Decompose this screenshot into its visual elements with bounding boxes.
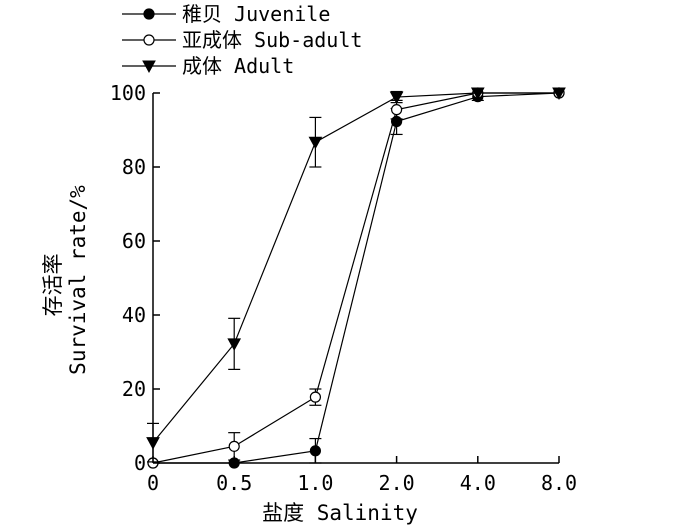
series-line: [153, 92, 560, 464]
series-line: [152, 92, 559, 464]
x-tick-label: 2.0: [379, 471, 415, 495]
data-point: [227, 338, 242, 351]
legend-item: 稚贝 Juvenile: [122, 2, 330, 26]
x-tick-label: 8.0: [541, 471, 577, 495]
data-point: [391, 104, 403, 116]
y-axis-title-cn: 存活率: [41, 254, 65, 317]
data-point: [309, 445, 321, 457]
data-point: [552, 87, 566, 101]
series-layer: [146, 87, 566, 469]
legend-item: 成体 Adult: [122, 54, 294, 78]
legend-marker: [143, 34, 155, 46]
legend-label: 亚成体 Sub-adult: [182, 28, 362, 52]
legend-label: 稚贝 Juvenile: [182, 2, 330, 26]
x-tick-label: 0.5: [216, 471, 252, 495]
series-3: [146, 87, 566, 463]
data-point: [389, 91, 404, 105]
legend-label: 成体 Adult: [182, 54, 294, 78]
y-tick-label: 0: [134, 451, 146, 475]
x-axis-ticks: 0 0.5 1.0 2.0 4.0 8.0: [147, 456, 577, 495]
y-tick-label: 40: [122, 303, 146, 327]
legend-item: 亚成体 Sub-adult: [122, 28, 362, 52]
y-axis-title-en: Survival rate/%: [66, 185, 90, 375]
y-axis-ticks: 0 20 40 60 80 100: [110, 81, 160, 475]
data-point: [228, 440, 240, 452]
series-1: [147, 87, 565, 469]
data-point: [309, 391, 321, 403]
y-tick-label: 100: [110, 81, 146, 105]
y-tick-label: 20: [122, 377, 146, 401]
x-tick-label: 4.0: [460, 471, 496, 495]
y-tick-label: 80: [122, 155, 146, 179]
x-axis-title: 盐度 Salinity: [262, 501, 418, 525]
series-line: [152, 92, 559, 444]
data-point: [308, 136, 323, 150]
legend-marker: [142, 60, 156, 74]
data-point: [470, 87, 485, 101]
x-tick-label: 1.0: [297, 471, 333, 495]
series-2: [147, 87, 565, 469]
legend-marker: [143, 8, 155, 20]
x-tick-label: 0: [147, 471, 159, 495]
y-tick-label: 60: [122, 229, 146, 253]
